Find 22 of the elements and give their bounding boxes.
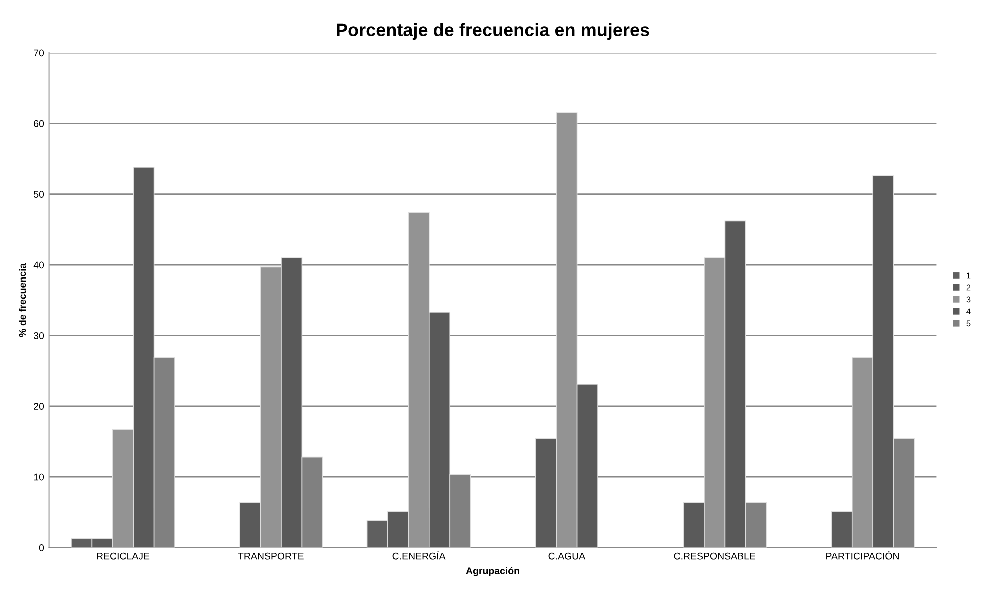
- legend-label: 2: [966, 284, 971, 291]
- legend-label: 3: [966, 296, 971, 303]
- x-tick-label: C.RESPONSABLE: [674, 552, 756, 560]
- y-tick-label: 10: [34, 474, 44, 481]
- x-tick-label: PARTICIPACIÓN: [826, 551, 899, 560]
- x-tick-label: TRANSPORTE: [238, 552, 304, 560]
- y-tick-label: 30: [34, 332, 44, 340]
- y-tick-label: 70: [34, 50, 44, 57]
- y-tick-label: 50: [34, 191, 44, 198]
- x-tick-label: RECICLAJE: [97, 552, 150, 560]
- x-tick-label: C.ENERGÍA: [392, 551, 446, 560]
- legend-label: 5: [966, 320, 971, 327]
- y-tick-label: 20: [34, 403, 44, 410]
- legend-label: 1: [967, 272, 971, 279]
- legend-label: 4: [966, 308, 971, 315]
- chart-title: Porcentaje de frecuencia en mujeres: [337, 23, 650, 40]
- y-tick-label: 40: [34, 262, 44, 269]
- y-tick-label: 0: [39, 544, 44, 552]
- x-tick-label: C.AGUA: [548, 552, 586, 560]
- y-tick-label: 60: [34, 120, 44, 128]
- x-axis-title: Agrupación: [466, 567, 520, 576]
- y-axis-title: % de frecuencia: [19, 263, 26, 338]
